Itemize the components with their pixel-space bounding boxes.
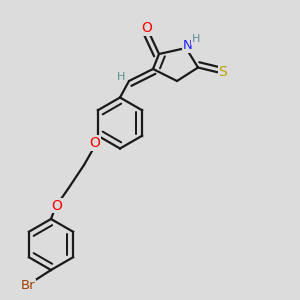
Text: N: N (183, 39, 192, 52)
Text: O: O (89, 136, 100, 150)
Text: H: H (116, 72, 125, 82)
Text: S: S (218, 65, 227, 79)
Text: O: O (142, 21, 152, 35)
Text: O: O (52, 199, 62, 212)
Text: Br: Br (21, 279, 36, 292)
Text: H: H (191, 34, 200, 44)
